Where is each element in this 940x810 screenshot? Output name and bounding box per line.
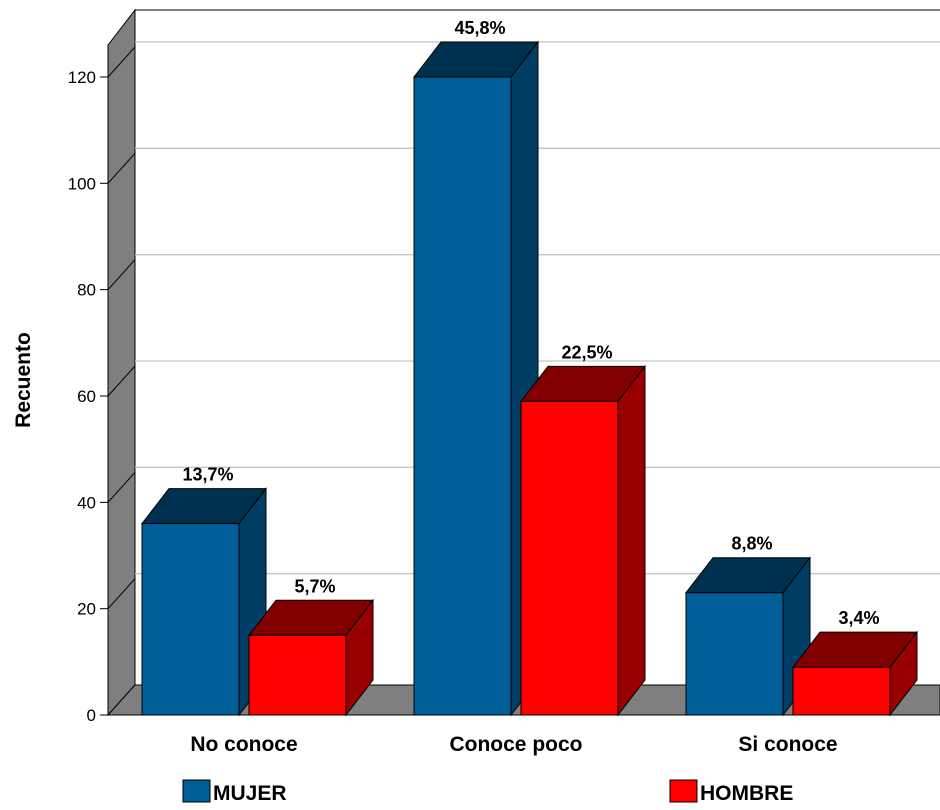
x-axis-labels: No conoce Conoce poco Si conoce <box>190 733 837 756</box>
y-tick-label: 60 <box>77 387 96 406</box>
legend: MUJER HOMBRE <box>182 779 793 805</box>
x-tick-label: No conoce <box>190 733 297 756</box>
gridline-side <box>107 152 136 184</box>
bar-front <box>248 634 347 716</box>
bar-side <box>617 364 646 717</box>
gridline-side <box>107 259 136 291</box>
bar-front <box>685 592 784 716</box>
legend-label: MUJER <box>213 782 287 805</box>
y-tick-label: 100 <box>68 174 96 193</box>
gridline-side <box>107 578 136 610</box>
gridline-side <box>107 471 136 503</box>
bar-front <box>792 666 891 716</box>
y-axis: 0 20 40 60 80 100 120 <box>68 45 109 725</box>
gridline-side <box>107 46 136 78</box>
y-tick-label: 40 <box>77 493 96 512</box>
data-label: 45,8% <box>454 18 505 38</box>
y-tick-label: 80 <box>77 281 96 300</box>
y-tick-label: 20 <box>77 600 96 619</box>
data-label: 13,7% <box>182 465 233 485</box>
data-label: 3,4% <box>838 608 879 628</box>
bar <box>519 364 647 717</box>
x-tick-label: Conoce poco <box>449 733 582 756</box>
bar <box>140 487 268 717</box>
side-wall <box>107 8 136 717</box>
gridline-side <box>107 365 136 397</box>
bar-front <box>520 400 619 716</box>
legend-swatch <box>182 779 211 803</box>
data-label: 5,7% <box>294 576 335 596</box>
bar <box>247 598 375 717</box>
bar-front <box>141 523 240 716</box>
bar <box>791 630 919 717</box>
bars: 13,7% 5,7% 45,8% 22,5% 8,8% 3,4% <box>140 18 919 717</box>
legend-swatch <box>669 779 698 803</box>
bar-front <box>413 76 512 716</box>
y-tick-label: 0 <box>87 706 96 725</box>
data-label: 22,5% <box>561 342 612 362</box>
y-tick-label: 120 <box>68 68 96 87</box>
legend-label: HOMBRE <box>700 782 793 805</box>
x-tick-label: Si conoce <box>738 733 837 756</box>
bar <box>412 40 540 717</box>
y-axis-title: Recuento <box>12 332 35 428</box>
bar <box>684 556 812 717</box>
data-label: 8,8% <box>731 534 772 554</box>
